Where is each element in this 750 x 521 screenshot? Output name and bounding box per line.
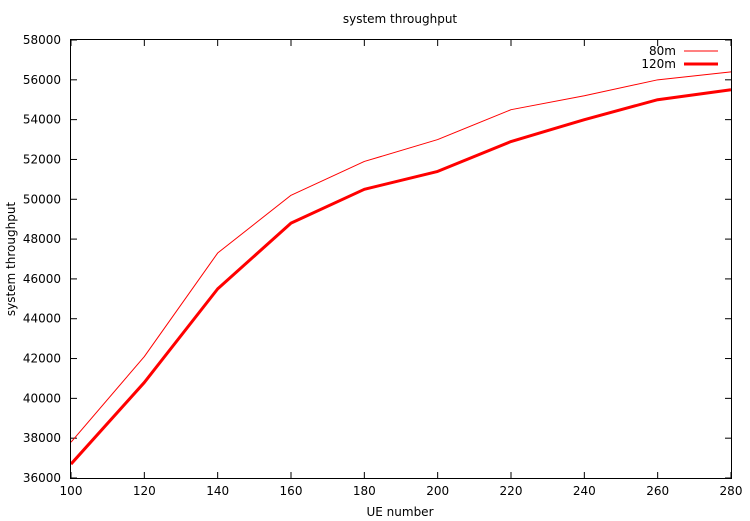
y-tick-label: 54000 bbox=[23, 113, 61, 127]
x-axis-ticks: 100 120 140 160 180 200 220 240 260 280 bbox=[60, 40, 743, 498]
x-tick-label: 180 bbox=[353, 484, 376, 498]
y-tick-label: 56000 bbox=[23, 73, 61, 87]
series-line-120m bbox=[69, 88, 732, 466]
plot-frame bbox=[70, 39, 732, 479]
y-tick-label: 58000 bbox=[23, 33, 61, 47]
y-tick-label: 42000 bbox=[23, 352, 61, 366]
y-axis-label: system throughput bbox=[4, 202, 18, 317]
y-tick-label: 52000 bbox=[23, 152, 61, 166]
series-line-80m bbox=[70, 71, 732, 443]
x-tick-label: 240 bbox=[573, 484, 596, 498]
x-tick-label: 140 bbox=[206, 484, 229, 498]
x-tick-label: 100 bbox=[60, 484, 83, 498]
y-tick-label: 36000 bbox=[23, 471, 61, 485]
x-tick-label: 120 bbox=[133, 484, 156, 498]
x-axis-label: UE number bbox=[366, 505, 433, 519]
x-tick-label: 160 bbox=[280, 484, 303, 498]
y-tick-label: 44000 bbox=[23, 312, 61, 326]
y-tick-label: 48000 bbox=[23, 232, 61, 246]
x-tick-label: 260 bbox=[646, 484, 669, 498]
legend-label: 80m bbox=[649, 44, 676, 58]
series-layer bbox=[69, 71, 732, 466]
chart-title: system throughput bbox=[343, 12, 458, 26]
y-tick-label: 50000 bbox=[23, 192, 61, 206]
y-axis-ticks: 36000 38000 40000 42000 44000 46000 48000 50000… bbox=[23, 33, 731, 485]
x-tick-label: 220 bbox=[500, 484, 523, 498]
legend-label: 120m bbox=[641, 57, 676, 71]
y-tick-label: 40000 bbox=[23, 391, 61, 405]
x-tick-label: 200 bbox=[426, 484, 449, 498]
y-tick-label: 38000 bbox=[23, 431, 61, 445]
x-tick-label: 280 bbox=[720, 484, 743, 498]
y-tick-label: 46000 bbox=[23, 272, 61, 286]
